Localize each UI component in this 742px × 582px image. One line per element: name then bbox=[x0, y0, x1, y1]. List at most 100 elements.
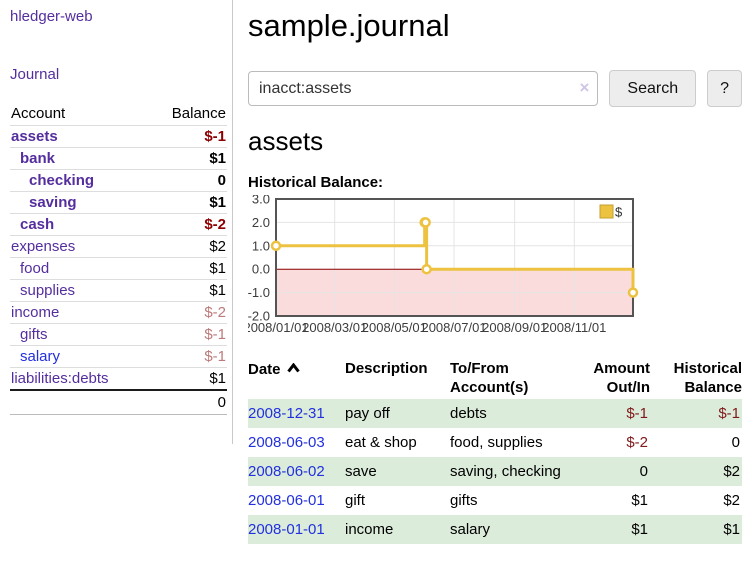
transaction-accounts: saving, checking bbox=[450, 463, 561, 480]
sidebar-account-balance: $1 bbox=[148, 367, 227, 390]
register-row: 2008-06-01 gift gifts $1 $2 bbox=[248, 486, 742, 515]
sidebar-account-balance: $-2 bbox=[148, 213, 227, 236]
transaction-accounts: gifts bbox=[450, 492, 478, 509]
transaction-description: pay off bbox=[345, 405, 390, 422]
transaction-date-link[interactable]: 2008-06-02 bbox=[248, 463, 325, 480]
transaction-accounts: food, supplies bbox=[450, 434, 543, 451]
transaction-balance: 0 bbox=[731, 434, 740, 451]
data-point-marker bbox=[270, 240, 282, 252]
sidebar-account-balance: $-1 bbox=[148, 323, 227, 346]
sidebar-account-row: supplies $1 bbox=[10, 279, 227, 302]
sidebar-account-balance: $1 bbox=[148, 257, 227, 280]
sidebar-account-link[interactable]: income bbox=[11, 304, 60, 321]
transaction-amount: $1 bbox=[631, 521, 648, 538]
sidebar-account-balance: $-1 bbox=[148, 345, 227, 368]
search-bar: × Search ? bbox=[248, 70, 742, 107]
sidebar-account-link[interactable]: gifts bbox=[20, 326, 48, 343]
sidebar-account-balance: $1 bbox=[148, 147, 227, 170]
transaction-description: gift bbox=[345, 492, 366, 509]
transaction-date-link[interactable]: 2008-06-03 bbox=[248, 434, 325, 451]
register-table: Date Description To/From Account(s) Amou… bbox=[248, 357, 742, 544]
chart-title: Historical Balance: bbox=[248, 174, 384, 191]
accounts-header-balance: Balance bbox=[171, 105, 226, 122]
x-axis-tick-label: 2008/11/01 bbox=[542, 320, 606, 335]
register-header-description: Description bbox=[345, 360, 428, 377]
sidebar-account-link[interactable]: saving bbox=[29, 194, 77, 211]
sidebar-account-balance: $1 bbox=[148, 279, 227, 302]
sidebar-account-row: saving $1 bbox=[10, 191, 227, 214]
transaction-balance: $1 bbox=[723, 521, 740, 538]
x-axis-tick-label: 2008/05/01 bbox=[362, 320, 427, 335]
transaction-description: income bbox=[345, 521, 394, 538]
y-axis-tick-label: 3.0 bbox=[252, 195, 270, 207]
historical-balance-chart[interactable]: 2008/01/01 2008/03/01 2008/05/01 2008/07/01… bbox=[243, 192, 668, 345]
accounts-header-row: Account Balance bbox=[10, 102, 227, 126]
sidebar-account-row: food $1 bbox=[10, 257, 227, 280]
page-title: sample.journal bbox=[248, 8, 450, 43]
x-axis-tick-label: 2008/09/01 bbox=[482, 320, 547, 335]
register-row: 2008-01-01 income salary $1 $1 bbox=[248, 515, 742, 544]
legend-label: $ bbox=[615, 205, 623, 220]
sidebar-item-journal[interactable]: Journal bbox=[10, 66, 60, 83]
sidebar-account-row: liabilities:debts $1 bbox=[10, 367, 227, 390]
transaction-date-link[interactable]: 2008-06-01 bbox=[248, 492, 325, 509]
transaction-date-link[interactable]: 2008-12-31 bbox=[248, 405, 325, 422]
transaction-accounts: debts bbox=[450, 405, 487, 422]
sidebar-account-row: salary $-1 bbox=[10, 345, 227, 368]
sidebar-account-balance: $-2 bbox=[148, 301, 227, 324]
x-axis-tick-label: 2008/07/01 bbox=[421, 320, 486, 335]
sidebar-account-row: assets $-1 bbox=[10, 125, 227, 148]
sidebar-account-link[interactable]: cash bbox=[20, 216, 55, 233]
sidebar-account-row: gifts $-1 bbox=[10, 323, 227, 346]
sidebar-account-link[interactable]: expenses bbox=[11, 238, 76, 255]
transaction-amount: $-2 bbox=[626, 434, 648, 451]
sidebar-account-link[interactable]: salary bbox=[20, 348, 61, 365]
transaction-description: eat & shop bbox=[345, 434, 417, 451]
app-title-link[interactable]: hledger-web bbox=[10, 8, 93, 25]
register-row: 2008-06-03 eat & shop food, supplies $-2 0 bbox=[248, 428, 742, 457]
main-content: sample.journal × Search ? assets Histori… bbox=[243, 0, 742, 544]
accounts-total-value: 0 bbox=[148, 389, 227, 415]
y-axis-tick-label: 1.0 bbox=[252, 238, 270, 253]
accounts-total-spacer bbox=[10, 389, 149, 415]
sidebar-account-balance: $2 bbox=[148, 235, 227, 258]
transaction-amount: $1 bbox=[631, 492, 648, 509]
transaction-amount: $-1 bbox=[626, 405, 648, 422]
register-header-row: Date Description To/From Account(s) Amou… bbox=[248, 357, 742, 399]
register-row: 2008-06-02 save saving, checking 0 $2 bbox=[248, 457, 742, 486]
sidebar-account-link[interactable]: bank bbox=[20, 150, 56, 167]
sidebar-account-link[interactable]: assets bbox=[11, 128, 58, 145]
y-axis-tick-label: -1.0 bbox=[248, 285, 270, 300]
sidebar-account-balance: $1 bbox=[148, 191, 227, 214]
register-header-amount: Amount Out/In bbox=[593, 360, 650, 396]
accounts-total-row: 0 bbox=[10, 389, 227, 415]
transaction-date-link[interactable]: 2008-01-01 bbox=[248, 521, 325, 538]
chart-canvas: 2008/01/012008/03/012008/05/012008/07/01… bbox=[243, 192, 639, 335]
account-title: assets bbox=[248, 126, 324, 156]
y-axis-tick-label: 2.0 bbox=[252, 215, 270, 230]
sidebar-account-link[interactable]: supplies bbox=[20, 282, 76, 299]
search-input[interactable] bbox=[248, 71, 599, 106]
y-axis-tick-label: -2.0 bbox=[248, 309, 270, 324]
sort-ascending-icon bbox=[286, 359, 300, 378]
help-button[interactable]: ? bbox=[707, 70, 742, 107]
plot-border bbox=[275, 198, 634, 317]
register-header-date[interactable]: Date bbox=[248, 357, 345, 399]
register-header-balance: Historical Balance bbox=[673, 360, 742, 396]
transaction-description: save bbox=[345, 463, 377, 480]
sidebar-account-link[interactable]: food bbox=[20, 260, 50, 277]
transaction-balance: $2 bbox=[723, 492, 740, 509]
sidebar-account-row: cash $-2 bbox=[10, 213, 227, 236]
sidebar-account-balance: 0 bbox=[148, 169, 227, 192]
data-point-marker bbox=[627, 287, 639, 298]
clear-search-icon[interactable]: × bbox=[579, 78, 590, 97]
search-button[interactable]: Search bbox=[609, 70, 697, 107]
transaction-balance: $-1 bbox=[718, 405, 740, 422]
transaction-amount: 0 bbox=[639, 463, 648, 480]
legend-swatch bbox=[599, 204, 614, 219]
sidebar-account-link[interactable]: liabilities:debts bbox=[11, 370, 109, 387]
sidebar-account-link[interactable]: checking bbox=[29, 172, 95, 189]
register-header-accounts: To/From Account(s) bbox=[450, 360, 529, 396]
sidebar-account-balance: $-1 bbox=[148, 125, 227, 148]
sidebar-account-row: bank $1 bbox=[10, 147, 227, 170]
